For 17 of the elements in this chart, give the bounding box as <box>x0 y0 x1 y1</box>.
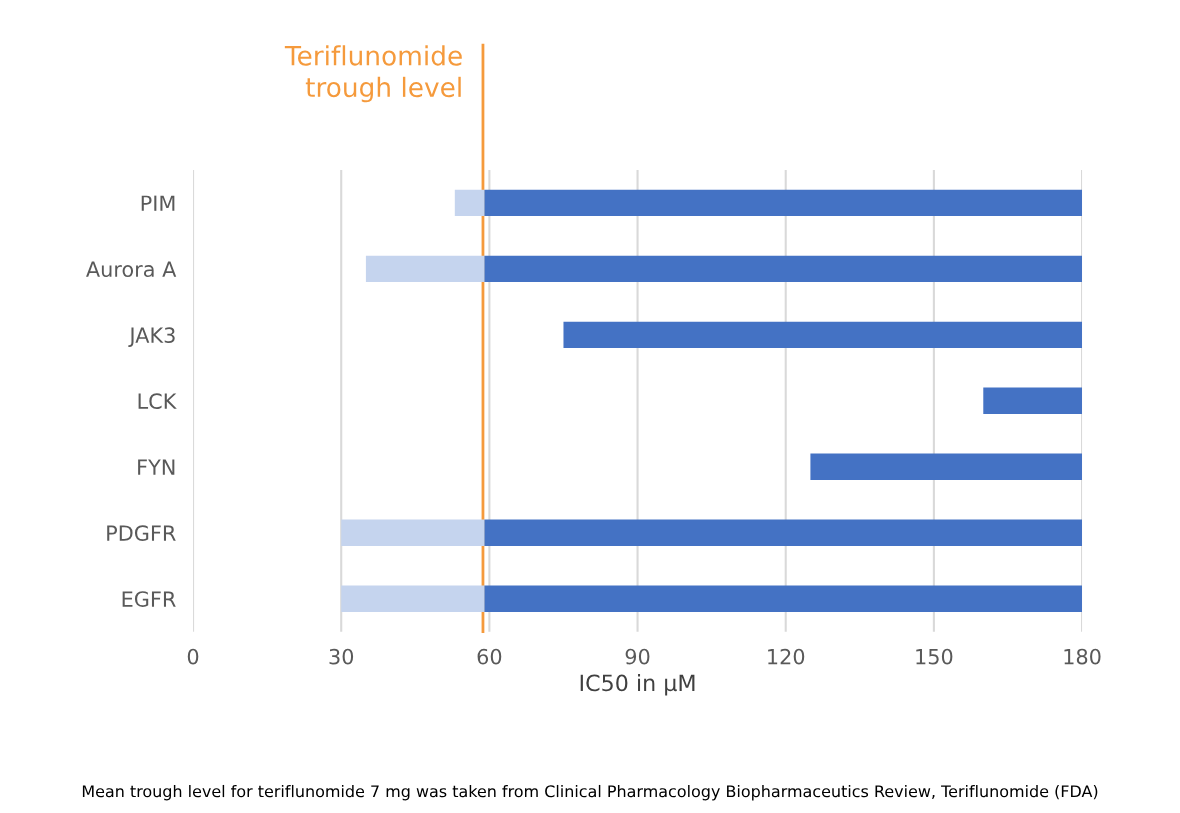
x-tick-label: 30 <box>329 648 354 665</box>
y-tick-label: Aurora A <box>86 261 177 278</box>
x-tick-label: 150 <box>916 648 953 665</box>
y-tick-label: JAK3 <box>128 327 175 347</box>
x-axis-title: IC50 in µM <box>580 674 695 696</box>
y-tick-label: PIM <box>141 195 175 211</box>
x-tick-label: 180 <box>1064 648 1101 665</box>
y-tick-label: FYN <box>138 459 175 475</box>
ref-line-label: Teriflunomide trough level <box>284 45 462 103</box>
x-tick-label: 60 <box>477 648 502 665</box>
y-tick-label: EGFR <box>122 591 176 607</box>
x-tick-label: 0 <box>187 648 199 665</box>
x-tick-label: 90 <box>625 648 650 665</box>
x-tick-label: 120 <box>768 648 805 665</box>
y-tick-label: LCK <box>138 393 177 410</box>
y-tick-label: PDGFR <box>107 525 176 541</box>
text: Mean trough level for teriflunomide 7 mg was taken from Clinical Pharmacology Biopharmaceutics Review, Teriflunomide (FDA) <box>82 784 1098 801</box>
